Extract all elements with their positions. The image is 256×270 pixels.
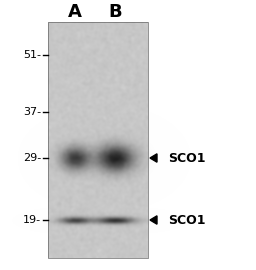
- Text: 51-: 51-: [23, 50, 41, 60]
- Polygon shape: [150, 154, 157, 162]
- Text: 29-: 29-: [23, 153, 41, 163]
- Text: B: B: [108, 3, 122, 21]
- Text: SCO1: SCO1: [168, 151, 206, 164]
- Text: A: A: [68, 3, 82, 21]
- Text: 19-: 19-: [23, 215, 41, 225]
- Text: SCO1: SCO1: [168, 214, 206, 227]
- Bar: [48, 22, 148, 258]
- Text: 37-: 37-: [23, 107, 41, 117]
- Polygon shape: [150, 216, 157, 224]
